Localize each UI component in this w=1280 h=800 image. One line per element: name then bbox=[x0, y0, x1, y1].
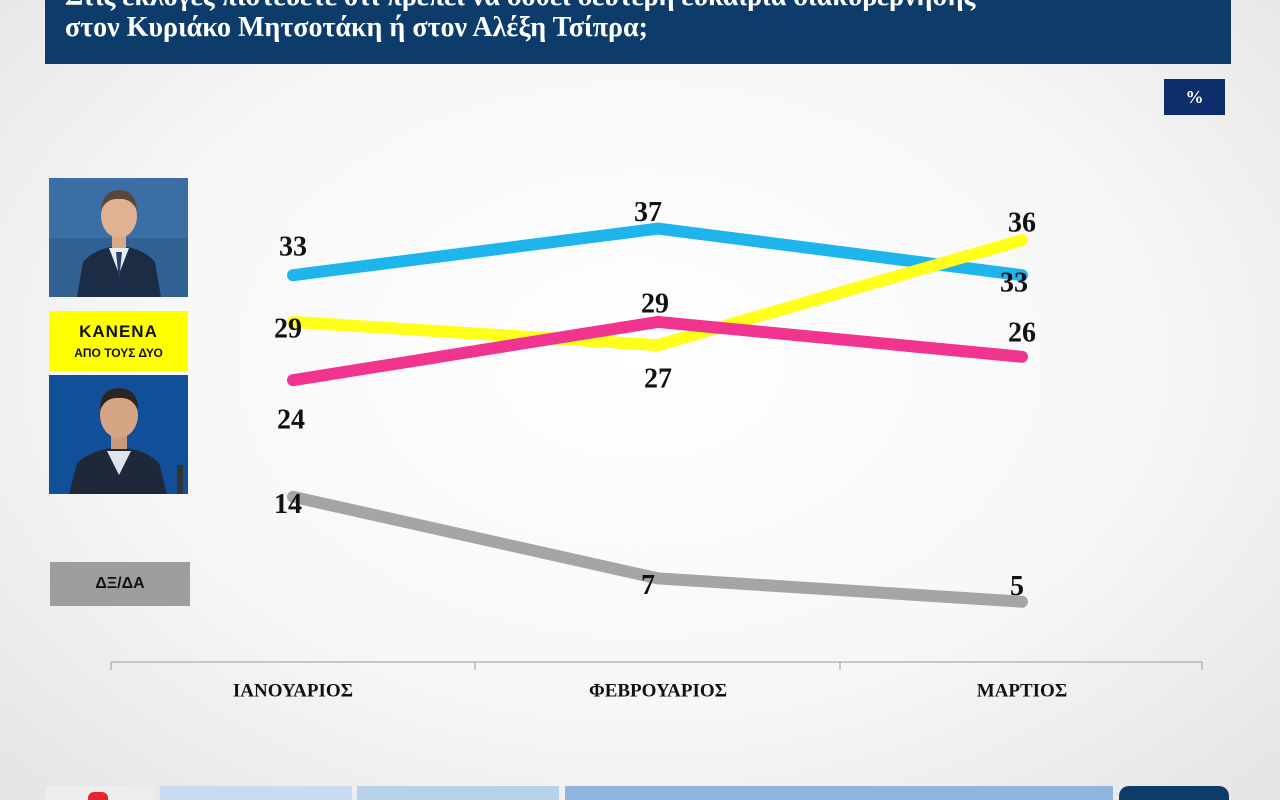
unit-badge: % bbox=[1164, 79, 1225, 115]
series-line-dk_na bbox=[287, 490, 1028, 608]
x-tick-label-1: ΦΕΒΡΟΥΑΡΙΟΣ bbox=[589, 680, 727, 701]
series-line-tsipras bbox=[287, 315, 1028, 387]
legend-none-line-2: ΑΠΟ ΤΟΥΣ ΔΥΟ bbox=[74, 346, 163, 360]
data-label-dk_na-0: 14 bbox=[274, 489, 302, 520]
mitsotakis-photo bbox=[49, 178, 188, 297]
data-label-mitsotakis-2: 33 bbox=[1000, 268, 1028, 299]
x-tick-label-2: ΜΑΡΤΙΟΣ bbox=[977, 680, 1068, 701]
legend-none-of-two: ΚΑΝΕΝΑ ΑΠΟ ΤΟΥΣ ΔΥΟ bbox=[49, 311, 188, 371]
series-line-mitsotakis bbox=[287, 222, 1028, 282]
x-tick-label-0: ΙΑΝΟΥΑΡΙΟΣ bbox=[233, 680, 353, 701]
tsipras-photo bbox=[49, 375, 188, 494]
data-label-dk_na-1: 7 bbox=[641, 570, 655, 601]
data-label-none_of_two-0: 29 bbox=[274, 313, 302, 344]
mitsotakis-portrait-icon bbox=[49, 178, 188, 297]
chart-title-line-1: Στις εκλογές πιστεύετε ότι πρέπει να δοθ… bbox=[65, 0, 975, 12]
data-labels: 33 37 33 29 27 36 24 29 26 14 7 5 bbox=[274, 197, 1036, 602]
x-tick-labels: ΙΑΝΟΥΑΡΙΟΣ ΦΕΒΡΟΥΑΡΙΟΣ ΜΑΡΤΙΟΣ bbox=[233, 680, 1067, 701]
data-label-dk_na-2: 5 bbox=[1010, 571, 1024, 602]
data-label-tsipras-1: 29 bbox=[641, 288, 669, 319]
legend-dk-na: ΔΞ/ΔΑ bbox=[50, 562, 190, 606]
x-axis bbox=[110, 661, 1203, 670]
data-label-none_of_two-2: 36 bbox=[1008, 208, 1036, 239]
title-banner: Στις εκλογές πιστεύετε ότι πρέπει να δοθ… bbox=[45, 0, 1231, 64]
series-line-none_of_two bbox=[287, 234, 1028, 352]
data-label-mitsotakis-0: 33 bbox=[279, 232, 307, 263]
chart-title-line-2: στον Κυριάκο Μητσοτάκη ή στον Αλέξη Τσίπ… bbox=[65, 12, 648, 43]
series-lines bbox=[287, 222, 1028, 608]
data-label-tsipras-0: 24 bbox=[277, 405, 305, 436]
data-label-mitsotakis-1: 37 bbox=[634, 197, 662, 228]
tsipras-portrait-icon bbox=[49, 375, 188, 494]
legend-none-line-1: ΚΑΝΕΝΑ bbox=[79, 322, 158, 341]
data-label-tsipras-2: 26 bbox=[1008, 317, 1036, 348]
data-label-none_of_two-1: 27 bbox=[644, 364, 672, 395]
